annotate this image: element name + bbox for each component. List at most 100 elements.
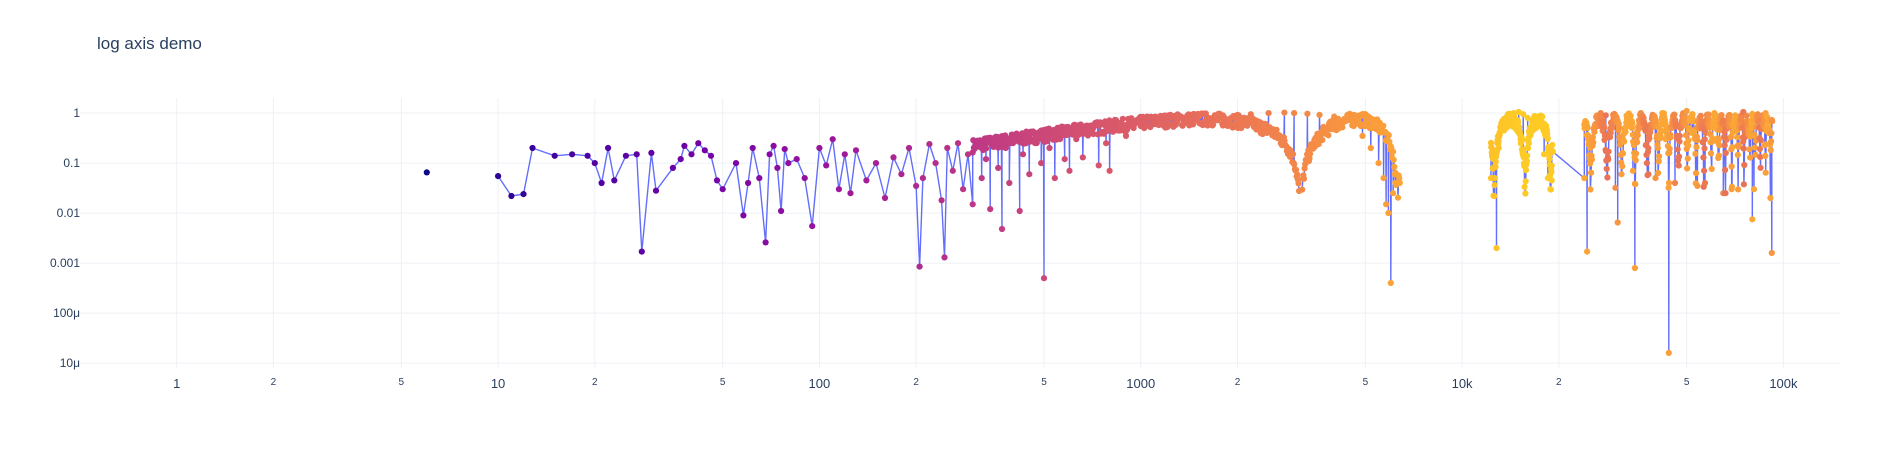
data-point: [1722, 166, 1729, 174]
data-point: [1525, 140, 1532, 147]
data-point: [1654, 145, 1661, 152]
data-point: [1674, 146, 1681, 153]
x-minor-tick-label: 2: [1556, 377, 1562, 388]
y-tick-label: 10μ: [60, 356, 80, 370]
data-point: [1746, 146, 1753, 153]
data-point: [1038, 160, 1045, 167]
data-point: [1675, 162, 1682, 169]
data-point: [1306, 155, 1313, 162]
data-point: [809, 223, 816, 230]
data-point: [785, 160, 792, 167]
data-point: [1657, 127, 1665, 134]
data-point: [1587, 186, 1594, 193]
data-point: [1523, 157, 1530, 164]
data-point: [762, 239, 769, 246]
data-point: [1693, 170, 1700, 177]
data-point: [732, 160, 740, 167]
data-point: [1689, 111, 1696, 118]
data-point: [1734, 151, 1741, 158]
data-point: [1390, 156, 1397, 163]
data-point: [1588, 156, 1595, 163]
data-point: [1754, 111, 1761, 118]
data-point: [982, 156, 990, 163]
data-point: [1676, 153, 1683, 160]
data-point: [1619, 163, 1626, 170]
data-point: [1685, 142, 1692, 149]
data-point: [1394, 194, 1402, 201]
x-minor-tick-label: 5: [1041, 377, 1047, 388]
data-point: [1385, 132, 1392, 139]
data-point: [1359, 132, 1366, 139]
data-point: [1495, 144, 1502, 152]
data-point: [1539, 113, 1546, 120]
data-point: [652, 187, 660, 194]
x-minor-tick-label: 5: [720, 377, 726, 388]
data-point: [1281, 109, 1288, 116]
data-point: [1295, 180, 1302, 187]
data-point: [695, 140, 702, 147]
data-point: [1061, 156, 1068, 163]
data-point: [1740, 181, 1747, 188]
y-tick-label: 0.001: [50, 256, 80, 270]
data-point: [1768, 130, 1775, 137]
data-point: [638, 248, 645, 255]
data-point: [1522, 167, 1530, 174]
data-point: [774, 164, 781, 171]
data-point: [1605, 156, 1612, 163]
data-point: [983, 145, 990, 152]
data-point: [1016, 207, 1023, 215]
data-point: [1700, 154, 1707, 161]
data-point: [1601, 124, 1608, 131]
data-point: [1701, 179, 1709, 187]
data-point: [1056, 136, 1064, 143]
grid-layer: [80, 98, 1840, 368]
data-point: [633, 151, 640, 158]
y-tick-label: 1: [73, 106, 80, 120]
x-minor-tick-label: 5: [1363, 377, 1369, 388]
data-point: [1380, 122, 1387, 129]
data-point: [816, 144, 823, 152]
data-point: [1751, 131, 1758, 138]
data-point: [1697, 112, 1704, 119]
data-point: [1375, 160, 1382, 167]
data-point: [584, 152, 591, 159]
data-point: [1656, 153, 1663, 160]
y-tick-label: 100μ: [53, 306, 80, 320]
data-point: [756, 175, 763, 182]
data-point: [749, 144, 756, 152]
data-point: [987, 206, 994, 213]
data-point: [905, 144, 913, 152]
data-point: [1632, 181, 1639, 188]
data-point: [960, 186, 967, 193]
data-point: [1079, 154, 1086, 161]
data-point: [1646, 135, 1653, 142]
data-point: [1189, 121, 1197, 128]
data-point: [1265, 110, 1272, 117]
x-tick-label: 1000: [1126, 376, 1155, 391]
data-point: [1747, 154, 1754, 161]
data-point: [1581, 175, 1588, 182]
data-point: [1712, 113, 1719, 121]
data-point: [1636, 124, 1643, 131]
data-point: [1676, 138, 1683, 145]
data-point: [793, 156, 800, 163]
data-point: [1665, 349, 1672, 356]
data-point: [1607, 129, 1614, 137]
data-point: [1752, 151, 1759, 158]
data-point: [1119, 115, 1126, 122]
data-point: [1629, 120, 1636, 127]
data-point: [1289, 151, 1297, 158]
data-point: [978, 175, 985, 182]
data-point: [1299, 186, 1306, 193]
data-point: [1751, 144, 1758, 151]
data-point: [1390, 148, 1397, 155]
data-point: [1709, 135, 1716, 142]
data-point: [872, 160, 880, 167]
data-point: [1051, 175, 1058, 182]
data-point: [1385, 210, 1392, 217]
data-point: [1603, 165, 1610, 172]
data-point: [719, 186, 726, 193]
x-tick-label: 10: [491, 376, 505, 391]
data-point: [1524, 145, 1532, 152]
data-point: [591, 160, 598, 167]
